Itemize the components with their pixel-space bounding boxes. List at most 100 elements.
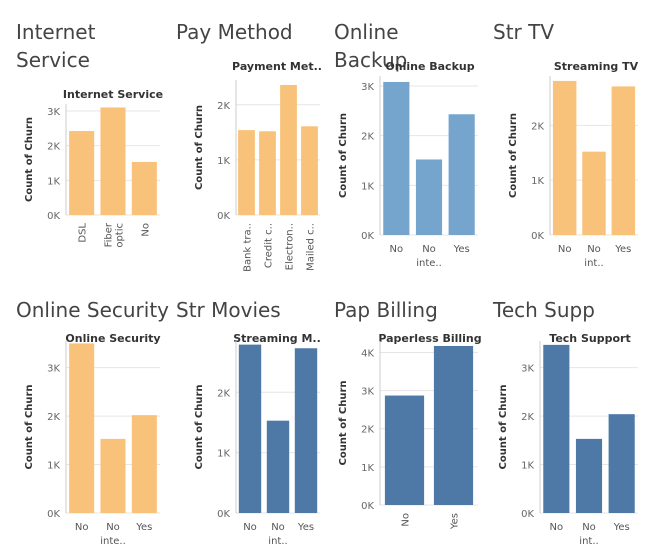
bar <box>611 86 636 236</box>
y-tick-label: 3K <box>361 82 374 93</box>
x-tick-label: inte.. <box>416 258 442 269</box>
y-tick-label: 2K <box>47 142 60 153</box>
x-tick-label: No <box>106 522 120 533</box>
y-tick-label: 0K <box>217 509 230 520</box>
x-tick-label: optic <box>115 223 126 248</box>
x-tick-label: No <box>390 244 404 255</box>
x-tick-label: Yes <box>614 244 631 255</box>
y-tick-label: 0K <box>521 509 534 520</box>
panel-title: Pap Billing <box>334 298 438 322</box>
chart-title: Streaming M.. <box>233 332 321 345</box>
y-tick-label: 0K <box>361 501 374 512</box>
x-tick-label: No <box>243 522 257 533</box>
panel-online-security: Online Security Online Security 0K 1K 2K 3K C… <box>0 278 169 558</box>
y-tick-label: 3K <box>47 107 60 118</box>
chart-title: Online Security <box>65 332 160 345</box>
y-axis-label: Count of Churn <box>24 384 35 469</box>
x-tick-label: No <box>558 244 572 255</box>
chart-online-security: Online Security 0K 1K 2K 3K Count of Churn No N… <box>24 332 161 547</box>
y-tick-label: 4K <box>361 348 374 359</box>
y-tick-label: 2K <box>531 121 544 132</box>
y-tick-label: 1K <box>361 181 374 192</box>
y-axis-label: Count of Churn <box>194 384 205 469</box>
x-tick-label: No <box>422 244 436 255</box>
panel-title: Tech Supp <box>493 298 595 322</box>
y-tick-label: 3K <box>521 364 534 375</box>
y-tick-label: 1K <box>521 461 534 472</box>
bar <box>280 84 297 215</box>
panel-pay-method: Pay Method Payment Met.. 0K 1K 2K Count of C… <box>160 0 322 280</box>
bar <box>383 81 410 236</box>
x-tick-label: inte.. <box>100 536 126 547</box>
y-axis-label: Count of Churn <box>508 113 519 198</box>
x-tick-label: Yes <box>613 522 630 533</box>
chart-streaming-tv: Streaming TV 0K 1K 2K Count of Churn No No int.… <box>508 60 639 269</box>
y-tick-label: 2K <box>47 412 60 423</box>
panel-title: Pay Method <box>176 20 293 44</box>
y-tick-label: 1K <box>47 461 60 472</box>
y-axis-label: Count of Churn <box>338 380 349 465</box>
x-tick-label: Yes <box>135 522 152 533</box>
chart-title: Streaming TV <box>554 60 639 73</box>
bar <box>69 131 95 215</box>
bar <box>608 414 635 513</box>
y-tick-label: 2K <box>217 388 230 399</box>
x-tick-label: int.. <box>268 536 287 547</box>
x-tick-label: No <box>587 244 601 255</box>
bar <box>259 131 276 215</box>
x-tick-label: Fiber <box>104 222 115 247</box>
y-tick-label: 0K <box>361 231 374 242</box>
y-tick-label: 1K <box>361 463 374 474</box>
panel-internet-service: Internet Service Internet Service 0K 1K 2K 3… <box>0 0 163 280</box>
panel-title: Online Security <box>16 298 169 322</box>
y-tick-label: 1K <box>47 176 60 187</box>
x-tick-label: Bank tra.. <box>243 223 254 272</box>
chart-title: Internet Service <box>63 88 163 101</box>
bar <box>100 107 126 215</box>
bar <box>100 438 126 513</box>
x-tick-label: int.. <box>584 258 603 269</box>
panel-str-tv: Str TV Streaming TV 0K 1K 2K Count of Churn N… <box>477 0 639 280</box>
x-tick-label: No <box>550 522 564 533</box>
bar <box>301 126 318 215</box>
bar <box>69 343 95 513</box>
bar <box>238 130 255 215</box>
panel-tech-supp: Tech Supp Tech Support 0K 1K 2K 3K Count of C… <box>477 278 639 558</box>
chart-title: Paperless Billing <box>378 332 481 345</box>
bar <box>448 114 475 235</box>
bar <box>582 151 606 235</box>
bar <box>131 161 157 215</box>
bar <box>415 159 443 235</box>
chart-paperless-billing: Paperless Billing 0K 1K 2K 3K 4K Count of Chur… <box>338 332 482 530</box>
bar <box>384 395 425 505</box>
panel-title: Str TV <box>493 20 555 44</box>
panel-str-movies: Str Movies Streaming M.. 0K 1K 2K Count of C… <box>160 278 322 558</box>
x-tick-label: DSL <box>78 223 89 243</box>
y-axis-label: Count of Churn <box>498 384 509 469</box>
panel-title: Internet Service <box>16 20 96 72</box>
y-axis-label: Count of Churn <box>338 113 349 198</box>
chart-payment-method: Payment Met.. 0K 1K 2K Count of Churn Bank tr… <box>194 60 322 272</box>
x-tick-label: Electron.. <box>285 223 296 270</box>
bar <box>266 420 290 513</box>
panel-online-backup: Online Backup Online Backup 0K 1K 2K 3K Count… <box>318 0 480 280</box>
y-tick-label: 0K <box>47 509 60 520</box>
y-tick-label: 1K <box>217 156 230 167</box>
x-tick-label: Yes <box>450 513 461 530</box>
y-tick-label: 3K <box>47 364 60 375</box>
x-tick-label: No <box>271 522 285 533</box>
x-tick-label: No <box>401 513 412 527</box>
chart-title: Tech Support <box>549 332 630 345</box>
y-tick-label: 2K <box>361 425 374 436</box>
panel-pap-billing: Pap Billing Paperless Billing 0K 1K 2K 3K 4K C… <box>318 278 482 558</box>
y-tick-label: 3K <box>361 387 374 398</box>
x-tick-label: No <box>75 522 89 533</box>
bar <box>575 438 603 513</box>
bar <box>552 80 577 236</box>
bar <box>131 415 157 513</box>
bar <box>433 345 474 505</box>
chart-title: Online Backup <box>385 60 474 73</box>
y-tick-label: 2K <box>521 412 534 423</box>
y-tick-label: 0K <box>531 231 544 242</box>
